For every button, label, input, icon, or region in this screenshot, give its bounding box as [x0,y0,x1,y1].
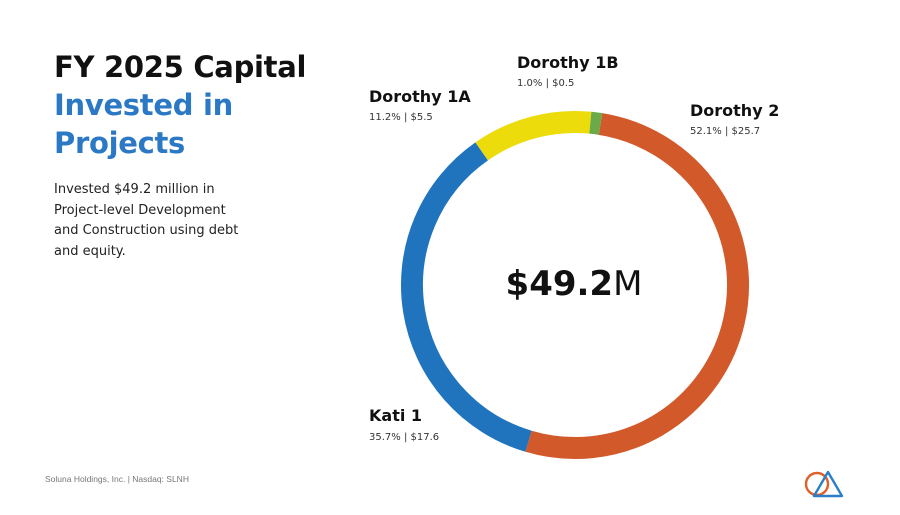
label-dorothy-2-stat: 52.1% | $25.7 [690,126,760,137]
footer-text: Soluna Holdings, Inc. | Nasdaq: SLNH [45,474,189,484]
donut-slice-kati-1 [401,142,532,452]
donut-segments [401,111,750,459]
title-line-2: Invested in [54,88,233,122]
donut-slice-dorothy-1b [589,111,603,135]
donut-slice-dorothy-1a [475,111,592,161]
center-total-unit: M [613,264,642,304]
page-title: FY 2025 Capital Invested in Projects [54,48,354,162]
soluna-logo-icon [804,470,844,498]
label-dorothy-1b-stat: 1.0% | $0.5 [517,78,574,89]
label-dorothy-1a-stat: 11.2% | $5.5 [369,112,433,123]
label-dorothy-2-name: Dorothy 2 [690,101,779,120]
title-line-1: FY 2025 Capital [54,50,307,84]
center-total: $49.2M [506,264,643,304]
label-dorothy-1a-name: Dorothy 1A [369,87,471,106]
label-dorothy-1b-name: Dorothy 1B [517,53,619,72]
title-line-3: Projects [54,126,186,160]
donut-slice-dorothy-2 [525,113,750,459]
label-kati-1-name: Kati 1 [369,406,422,425]
label-kati-1-stat: 35.7% | $17.6 [369,432,439,443]
center-total-value: $49.2 [506,264,614,304]
description-text: Invested $49.2 million in Project-level … [54,182,239,259]
